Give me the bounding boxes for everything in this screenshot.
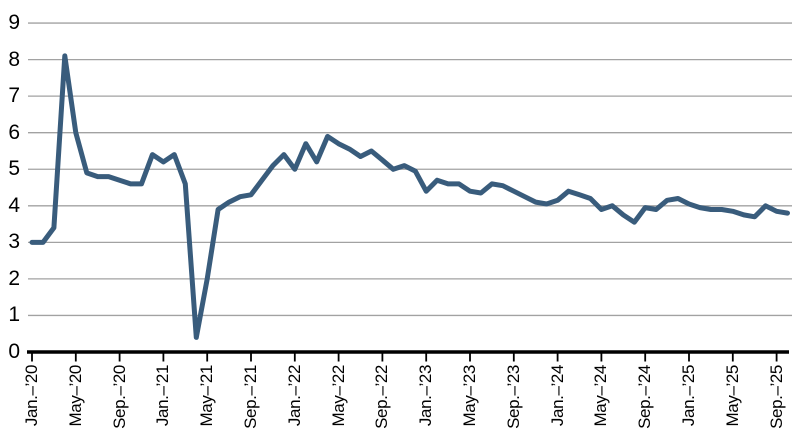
x-axis-label: May–’20 <box>65 365 85 427</box>
x-axis-label: Jan.–’21 <box>153 365 173 427</box>
x-axis-label: Sep.–’21 <box>241 365 260 429</box>
x-axis-label: May–’25 <box>722 365 742 427</box>
y-axis-label: 9 <box>8 11 20 35</box>
series-line <box>29 53 790 340</box>
x-axis-label: May–’21 <box>197 365 217 427</box>
y-axis-label: 0 <box>8 340 20 363</box>
y-axis-label: 2 <box>8 266 20 290</box>
y-axis-label: 5 <box>8 157 20 181</box>
x-axis-label: Jan.–’22 <box>284 365 304 427</box>
y-axis-label: 4 <box>8 193 20 217</box>
x-axis-label: May–’23 <box>460 365 479 427</box>
x-axis-label: Sep.–’25 <box>766 365 786 429</box>
x-axis-label: Jan.–’20 <box>22 365 41 427</box>
y-axis-label: 3 <box>8 230 20 254</box>
y-axis-label: 1 <box>8 303 20 327</box>
x-axis-label: May–’22 <box>328 365 348 427</box>
x-axis-label: Jan.–’25 <box>679 365 698 427</box>
x-axis-label: Sep.–’20 <box>109 365 129 429</box>
y-axis-label: 8 <box>8 47 20 71</box>
x-axis-label: Jan.–’23 <box>416 365 436 427</box>
x-axis-label: Sep.–’23 <box>503 365 523 429</box>
x-axis-label: Jan.–’24 <box>547 365 567 427</box>
x-axis-label: May–’24 <box>591 365 611 427</box>
x-axis-label: Sep.–’22 <box>372 365 392 429</box>
y-axis-label: 7 <box>8 84 20 108</box>
x-axis-label: Sep.–’24 <box>635 365 655 429</box>
y-axis-label: 6 <box>8 120 20 144</box>
